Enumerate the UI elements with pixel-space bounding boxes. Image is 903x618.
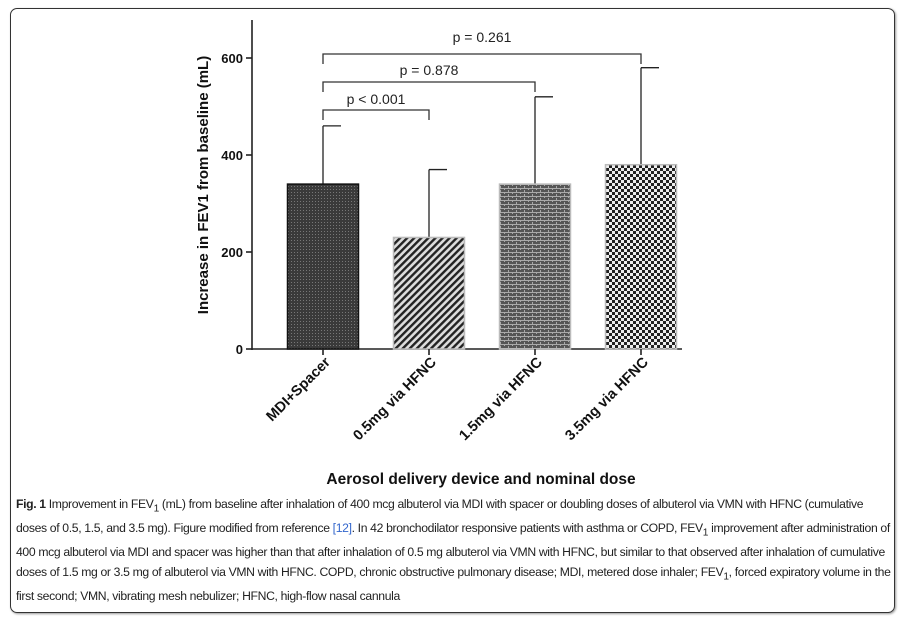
y-tick-label: 0 bbox=[236, 342, 243, 357]
caption-text: . In 42 bronchodilator responsive patien… bbox=[351, 521, 704, 536]
x-tick-label: MDI+Spacer bbox=[264, 354, 335, 425]
p-value-label: p = 0.878 bbox=[400, 62, 459, 78]
subscript: 1 bbox=[153, 503, 160, 515]
p-value-label: p < 0.001 bbox=[347, 91, 406, 107]
y-tick-label: 200 bbox=[221, 245, 243, 260]
figure-frame bbox=[10, 8, 895, 613]
p-value-label: p = 0.261 bbox=[453, 29, 512, 45]
x-tick-label: 1.5mg via HFNC bbox=[456, 354, 546, 444]
bar-3-5mg-via-hfnc bbox=[604, 163, 678, 350]
figure-label: Fig. 1 bbox=[16, 497, 46, 511]
bar-mdi-spacer bbox=[286, 183, 360, 350]
bar-chart: 0 200 400 600 MDI+Spacer 0.5mg via HFNC 1.5mg … bbox=[195, 20, 682, 488]
significance-bracket bbox=[322, 53, 642, 64]
x-tick-label: 0.5mg via HFNC bbox=[350, 354, 440, 444]
caption-text: Improvement in FEV bbox=[45, 497, 154, 511]
caption-text: improvement after administration of 400 … bbox=[16, 521, 890, 579]
significance-bracket bbox=[322, 109, 430, 120]
significance-bracket bbox=[322, 81, 536, 92]
subscript: 1 bbox=[702, 527, 709, 539]
y-tick-label: 400 bbox=[221, 148, 243, 163]
y-tick-label: 600 bbox=[221, 51, 243, 66]
subscript: 1 bbox=[723, 571, 729, 583]
bar-0-5mg-via-hfnc bbox=[392, 236, 466, 350]
caption-text: (mL) from baseline after inhalation of 4… bbox=[16, 497, 864, 536]
y-axis-label: Increase in FEV1 from baseline (mL) bbox=[195, 56, 212, 314]
reference-link[interactable]: [12] bbox=[332, 521, 352, 536]
bar-1-5mg-via-hfnc bbox=[498, 183, 572, 350]
x-axis-label: Aerosol delivery device and nominal dose bbox=[326, 471, 636, 488]
figure-caption: Fig. 1 Improvement in FEV1 (mL) from bas… bbox=[16, 495, 891, 606]
caption-text: , forced expiratory volume in the first … bbox=[16, 564, 891, 603]
x-tick-label: 3.5mg via HFNC bbox=[562, 354, 652, 444]
